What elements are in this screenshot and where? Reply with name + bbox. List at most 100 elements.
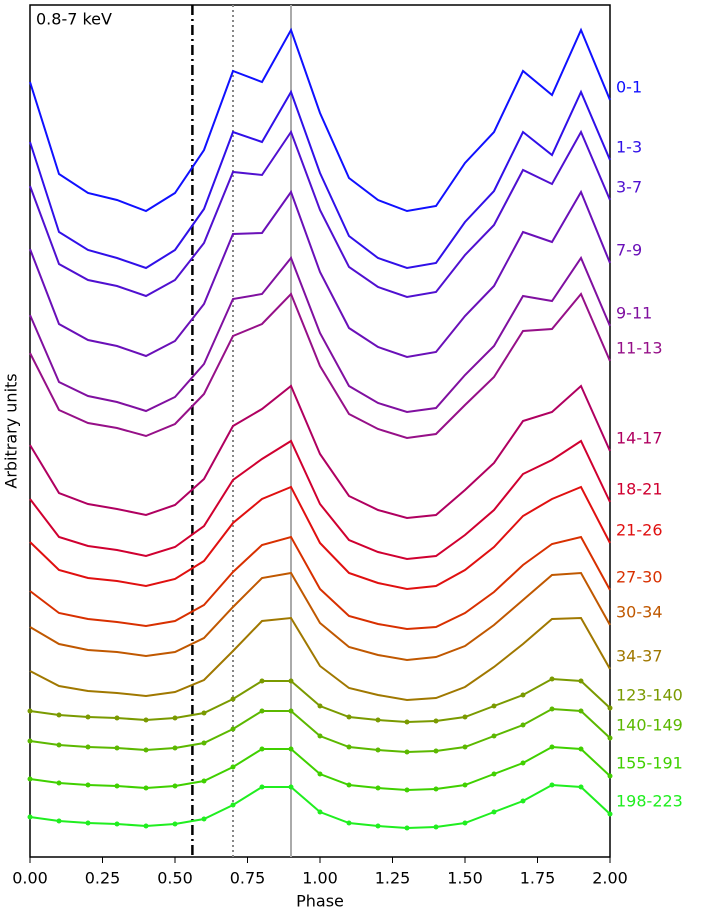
data-point (607, 735, 613, 741)
data-point (549, 706, 555, 712)
data-point (172, 745, 178, 751)
data-point (288, 678, 294, 684)
data-point (114, 745, 120, 751)
data-point (114, 715, 120, 721)
series-line (29, 485, 611, 591)
data-point (317, 809, 323, 815)
legend-label: 11-13 (616, 339, 663, 358)
data-point (201, 778, 207, 784)
legend-label: 0-1 (616, 78, 642, 97)
data-point (607, 811, 613, 817)
data-point (520, 722, 526, 728)
data-point (143, 747, 149, 753)
series-line (29, 384, 611, 520)
data-point (375, 717, 381, 723)
data-point (404, 749, 410, 755)
x-axis-label: Phase (296, 892, 344, 911)
data-point (201, 816, 207, 822)
data-point (143, 785, 149, 791)
data-point (375, 747, 381, 753)
legend-label: 3-7 (616, 178, 642, 197)
legend-label: 34-37 (616, 647, 663, 666)
series-line (29, 129, 611, 299)
legend-label: 198-223 (616, 792, 683, 811)
legend-label: 140-149 (616, 716, 683, 735)
data-point (172, 715, 178, 721)
data-point (520, 798, 526, 804)
x-tick-label: 0.50 (157, 869, 193, 888)
data-point (56, 818, 62, 824)
data-point (85, 744, 91, 750)
x-tick-label: 0.75 (230, 869, 266, 888)
x-tick-label: 0.00 (12, 869, 48, 888)
data-point (172, 821, 178, 827)
series-line (29, 189, 611, 359)
data-point (27, 814, 33, 820)
data-point (27, 738, 33, 744)
data-point (27, 776, 33, 782)
data-point (549, 676, 555, 682)
data-point (404, 787, 410, 793)
series-line (29, 439, 611, 561)
annotation: 0.8-7 keV (36, 10, 112, 29)
data-point (404, 825, 410, 831)
data-point (56, 780, 62, 786)
x-tick-label: 2.00 (592, 869, 628, 888)
data-point (433, 718, 439, 724)
series-line (29, 616, 611, 702)
x-tick-label: 0.25 (85, 869, 121, 888)
data-point (230, 802, 236, 808)
data-point (462, 714, 468, 720)
legend-label: 27-30 (616, 568, 663, 587)
data-point (85, 820, 91, 826)
data-point (201, 710, 207, 716)
data-point (462, 744, 468, 750)
data-point (56, 742, 62, 748)
data-point (114, 821, 120, 827)
legend-label: 155-191 (616, 754, 683, 773)
data-point (462, 782, 468, 788)
data-point (578, 708, 584, 714)
data-point (172, 783, 178, 789)
data-point (462, 820, 468, 826)
legend-label: 9-11 (616, 304, 652, 323)
data-point (317, 771, 323, 777)
data-point (491, 771, 497, 777)
data-point (346, 714, 352, 720)
data-point (288, 784, 294, 790)
data-point (578, 746, 584, 752)
data-point (549, 782, 555, 788)
data-point (520, 760, 526, 766)
data-point (27, 708, 33, 714)
series-line (29, 571, 611, 662)
data-point (375, 823, 381, 829)
data-point (259, 708, 265, 714)
data-point (578, 784, 584, 790)
y-axis-label: Arbitrary units (2, 373, 21, 488)
data-point (433, 748, 439, 754)
series-line (29, 255, 611, 414)
data-point (201, 740, 207, 746)
x-tick-label: 1.25 (375, 869, 411, 888)
data-point (433, 786, 439, 792)
legend-label: 21-26 (616, 521, 663, 540)
data-point (259, 678, 265, 684)
data-point (288, 708, 294, 714)
data-point (114, 783, 120, 789)
series-line (29, 89, 611, 270)
data-point (375, 785, 381, 791)
data-point (491, 809, 497, 815)
data-point (607, 773, 613, 779)
data-point (259, 784, 265, 790)
data-point (56, 712, 62, 718)
data-point (259, 746, 265, 752)
x-tick-label: 1.75 (520, 869, 556, 888)
legend-label: 1-3 (616, 138, 642, 157)
legend-label: 14-17 (616, 429, 663, 448)
legend-label: 30-34 (616, 603, 663, 622)
series-line (29, 292, 611, 440)
data-point (404, 719, 410, 725)
series-line (29, 27, 611, 213)
